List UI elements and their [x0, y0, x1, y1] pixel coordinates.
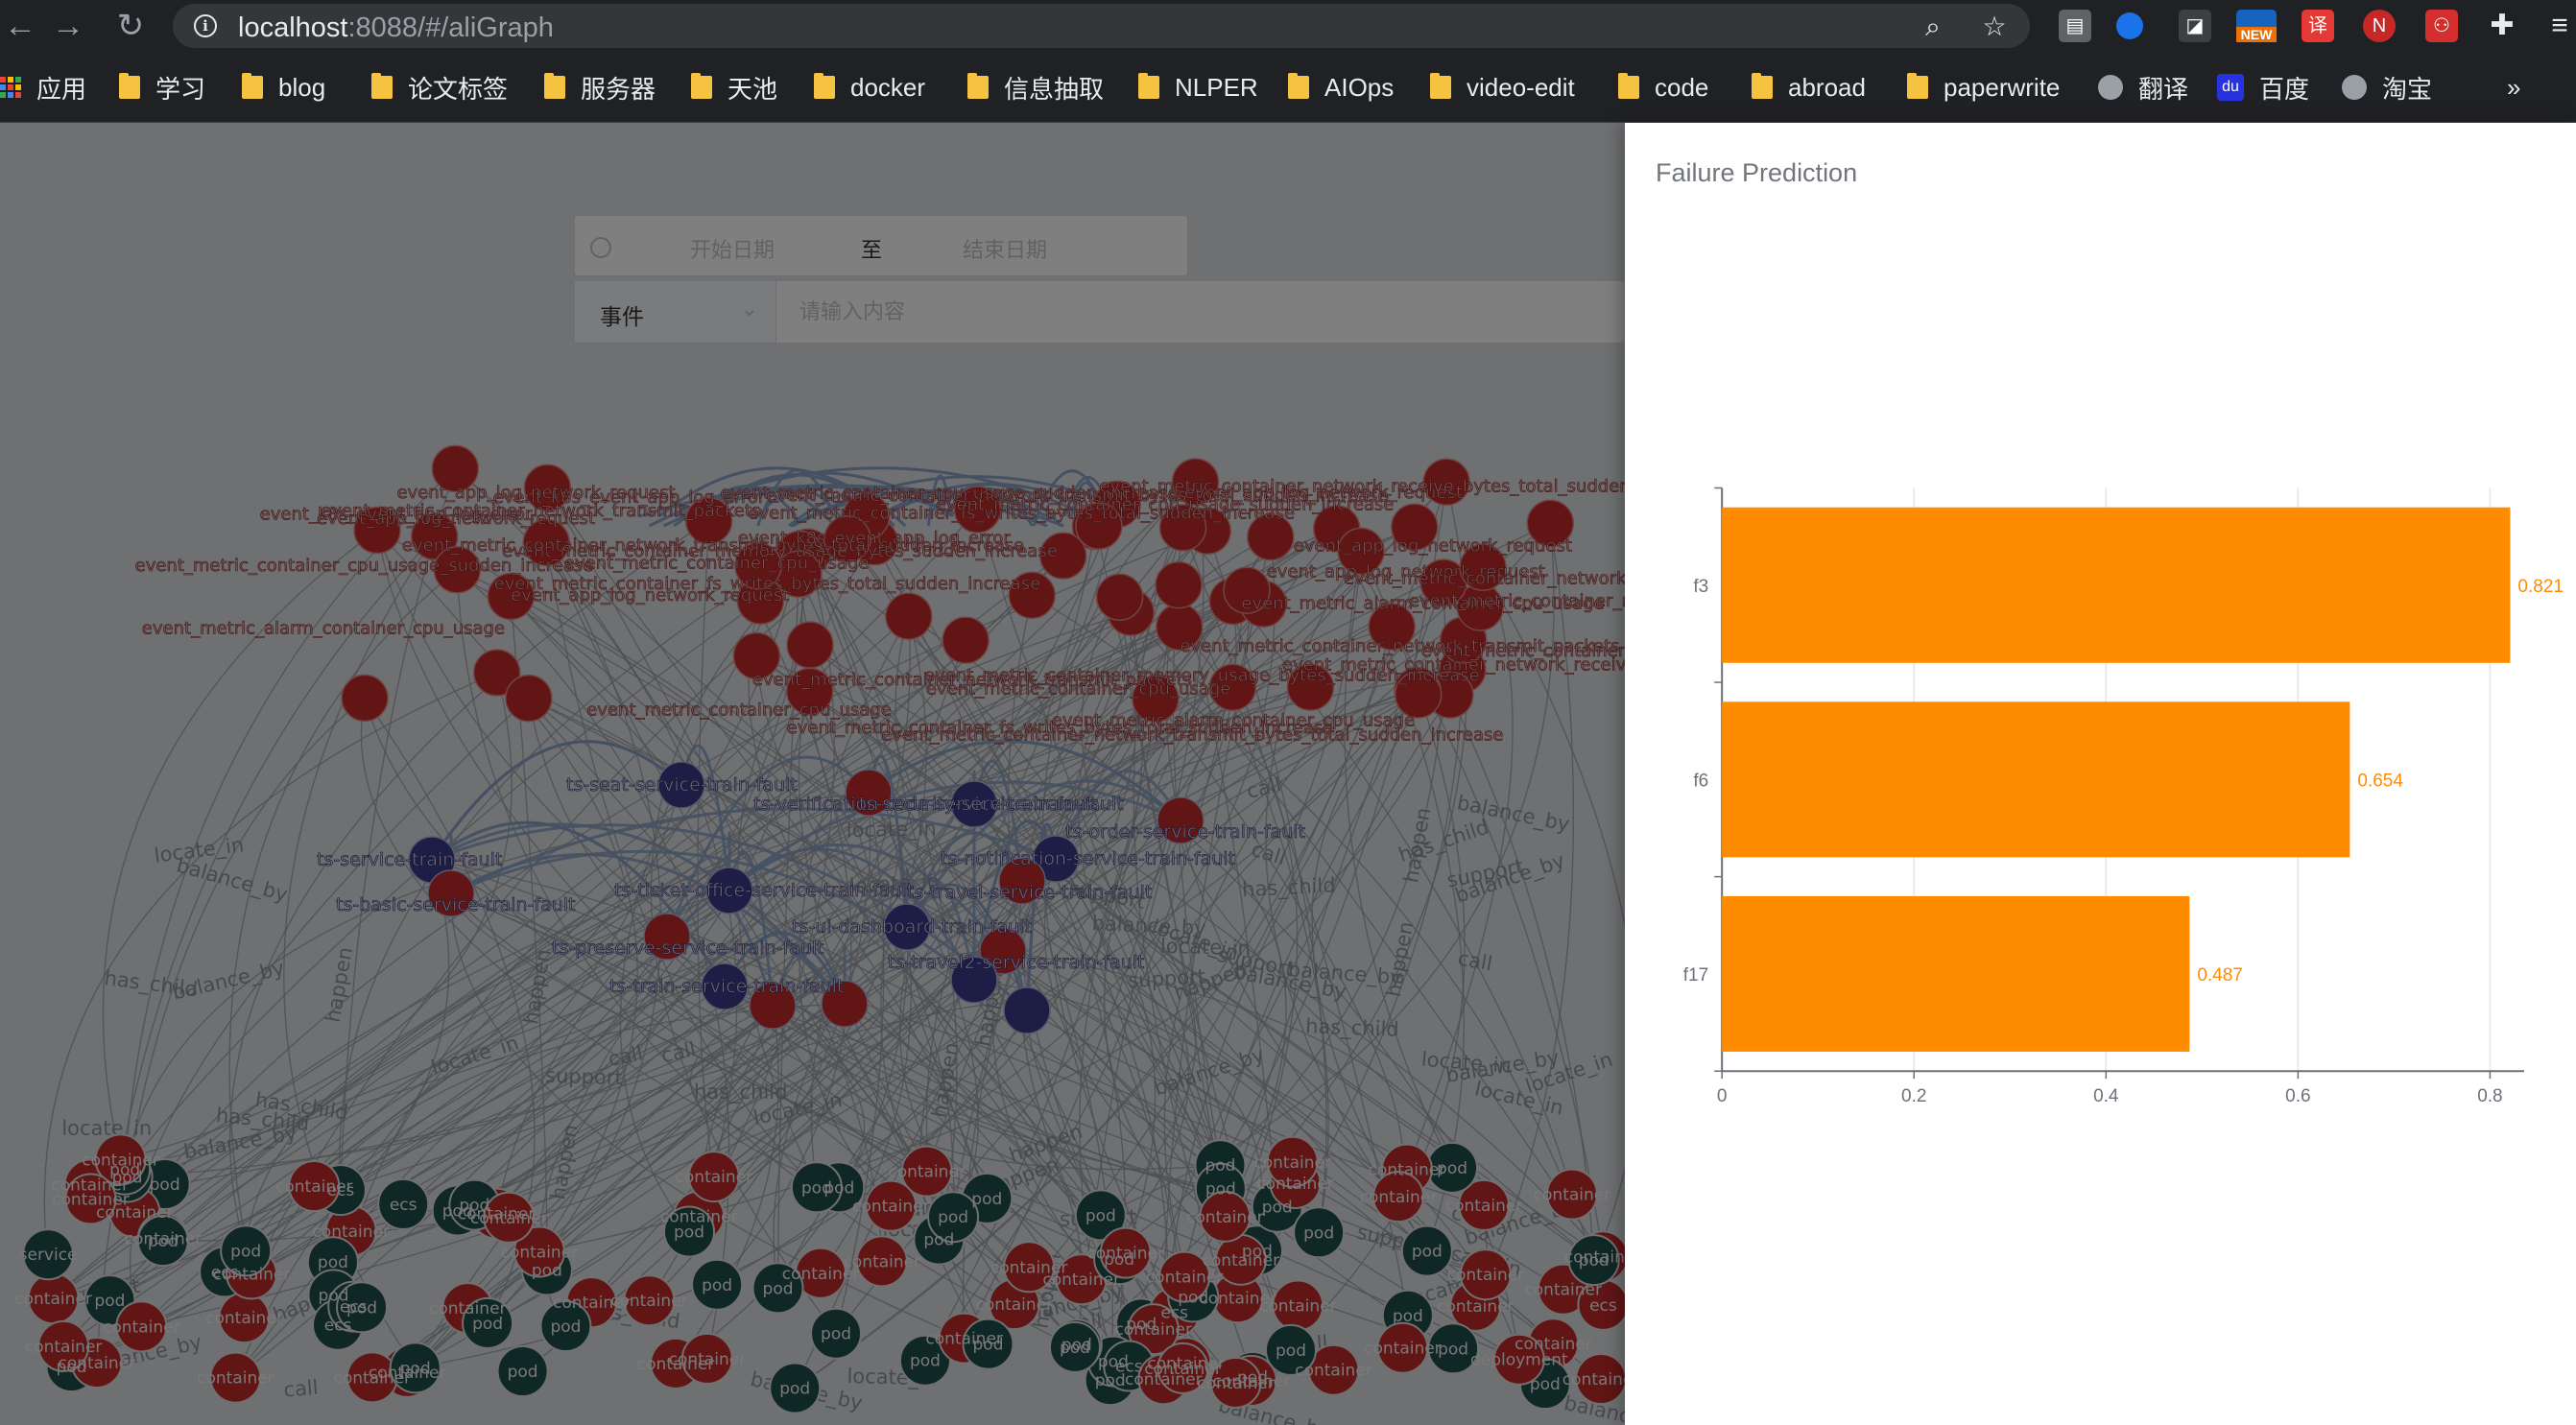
folder-icon — [691, 73, 712, 99]
document-extension-icon[interactable]: ▤ — [2059, 10, 2091, 42]
failure-prediction-drawer: Failure Prediction 0 0.2 0.4 0.6 0.8 f3 0.821 f… — [1625, 123, 2576, 1425]
bookmark-star-icon[interactable]: ☆ — [1982, 12, 2007, 41]
translate-glyph: 译 — [2308, 15, 2327, 36]
drawer-title: Failure Prediction — [1656, 158, 1858, 187]
bar-f3 — [1722, 507, 2511, 663]
extensions-puzzle-icon[interactable]: ✚ — [2490, 10, 2515, 41]
bookmark-label: video-edit — [1467, 72, 1575, 102]
reload-icon[interactable]: ↻ — [116, 8, 145, 44]
bar-f17 — [1722, 895, 2190, 1052]
folder-icon — [814, 73, 835, 99]
bookmarks-overflow-button[interactable]: » — [2507, 71, 2520, 104]
globe-icon — [2098, 75, 2123, 100]
bar-value-label: 0.654 — [2357, 771, 2403, 791]
graph-extension-icon[interactable]: ⚇ — [2425, 10, 2458, 42]
failure-prediction-chart: 0 0.2 0.4 0.6 0.8 f3 0.821 f6 0.654 f17 0.487 — [1683, 487, 2564, 1106]
bookmark-label: 学习 — [155, 74, 206, 104]
overflow-chevron-icon: » — [2507, 72, 2521, 102]
folder-icon — [1138, 73, 1159, 99]
folder-icon — [242, 73, 263, 99]
bookmark-folder-video-edit[interactable]: video-edit — [1430, 71, 1575, 104]
bookmark-label: 服务器 — [581, 74, 656, 104]
bookmark-folder-abroad[interactable]: abroad — [1752, 71, 1866, 104]
x-tick-label: 0.8 — [2477, 1086, 2502, 1106]
app-main: 开始日期 至 结束日期 事件 ⌄ locate_inlocate_incalll… — [0, 123, 1625, 1425]
x-tick-label: 0.2 — [1901, 1086, 1926, 1106]
url-text[interactable]: localhost:8088/#/aliGraph — [238, 12, 554, 44]
y-category-label: f6 — [1693, 771, 1708, 791]
bar-value-label: 0.487 — [2197, 965, 2243, 986]
bookmark-taobao[interactable]: 淘宝 — [2342, 71, 2432, 104]
bookmark-folder-info-extraction[interactable]: 信息抽取 — [967, 71, 1104, 104]
bookmark-folder-study[interactable]: 学习 — [119, 71, 205, 104]
zoom-search-icon[interactable]: ⌕ — [1925, 12, 1941, 41]
x-tick-label: 0 — [1717, 1086, 1728, 1106]
bookmark-translate[interactable]: 翻译 — [2098, 71, 2188, 104]
url-path: :8088/#/aliGraph — [347, 12, 554, 43]
bookmark-label: abroad — [1788, 72, 1866, 102]
bookmark-label: blog — [278, 72, 326, 102]
bookmark-label: AIOps — [1324, 72, 1395, 102]
bookmark-label: paperwrite — [1944, 72, 2061, 102]
bookmark-folder-docker[interactable]: docker — [814, 71, 925, 104]
browser-toolbar: ← → ↻ i localhost:8088/#/aliGraph ⌕ ☆ ▤ … — [0, 0, 2576, 52]
bookmarks-bar: 应用 学习 blog 论文标签 服务器 天池 docker 信息抽取 NLPER… — [0, 52, 2576, 123]
bookmark-folder-server[interactable]: 服务器 — [544, 71, 656, 104]
bookmark-label: 论文标签 — [408, 74, 509, 104]
bookmark-label: NLPER — [1175, 72, 1258, 102]
folder-icon — [1430, 73, 1451, 99]
bookmark-label: 翻译 — [2138, 74, 2189, 104]
bar-value-label: 0.821 — [2517, 577, 2564, 597]
baidu-icon: du — [2217, 74, 2244, 101]
red-extension-icon[interactable]: N — [2363, 10, 2396, 42]
drawer-overlay-mask[interactable] — [0, 123, 1625, 1425]
bookmark-folder-paper-tags[interactable]: 论文标签 — [371, 71, 508, 104]
forward-icon[interactable]: → — [52, 8, 84, 44]
drop-extension-icon[interactable] — [2116, 12, 2143, 39]
address-bar[interactable]: i localhost:8088/#/aliGraph ⌕ ☆ — [173, 4, 2030, 48]
bookmark-apps[interactable]: 应用 — [0, 71, 86, 104]
reading-list-icon[interactable]: ≡ — [2551, 10, 2568, 41]
folder-icon — [1618, 73, 1639, 99]
bookmark-folder-tianchi[interactable]: 天池 — [691, 71, 777, 104]
bookmark-folder-aiops[interactable]: AIOps — [1288, 71, 1394, 104]
x-tick-label: 0.6 — [2285, 1086, 2310, 1106]
bookmark-label: 信息抽取 — [1004, 74, 1105, 104]
bookmark-folder-code[interactable]: code — [1618, 71, 1708, 104]
folder-icon — [1288, 73, 1309, 99]
bookmark-label: docker — [850, 72, 926, 102]
bookmark-label: 百度 — [2259, 74, 2310, 104]
bookmark-folder-blog[interactable]: blog — [242, 71, 325, 104]
bar-f6 — [1722, 701, 2350, 858]
bookmark-folder-nlper[interactable]: NLPER — [1138, 71, 1258, 104]
folder-icon — [544, 73, 565, 99]
folder-icon — [967, 73, 989, 99]
globe-icon — [2342, 75, 2367, 100]
new-badge: NEW — [2236, 27, 2277, 42]
apps-grid-icon — [0, 77, 21, 98]
puzzle-box-extension-icon[interactable]: ◪ — [2179, 10, 2211, 42]
new-extension-icon[interactable]: NEW — [2236, 10, 2277, 42]
translate-extension-icon[interactable]: 译 — [2302, 10, 2334, 42]
url-host: localhost — [238, 12, 348, 43]
bookmark-label: 天池 — [727, 74, 778, 104]
back-icon[interactable]: ← — [4, 8, 36, 44]
bookmark-label: 应用 — [36, 74, 87, 104]
folder-icon — [1907, 73, 1928, 99]
bookmark-folder-paperwrite[interactable]: paperwrite — [1907, 71, 2060, 104]
bookmark-baidu[interactable]: du 百度 — [2217, 71, 2309, 104]
folder-icon — [371, 73, 393, 99]
folder-icon — [119, 73, 140, 99]
bookmark-label: 淘宝 — [2382, 74, 2433, 104]
y-category-label: f3 — [1693, 577, 1708, 597]
folder-icon — [1752, 73, 1773, 99]
x-tick-label: 0.4 — [2093, 1086, 2119, 1106]
bookmark-label: code — [1655, 72, 1709, 102]
y-category-label: f17 — [1683, 965, 1708, 986]
site-info-icon[interactable]: i — [194, 14, 217, 37]
